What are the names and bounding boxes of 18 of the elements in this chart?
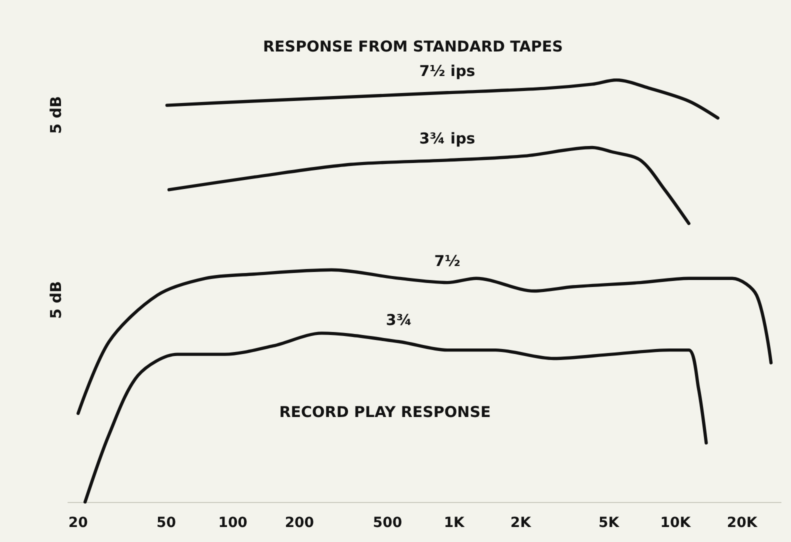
series-label: 7½ — [434, 252, 460, 270]
series-label: 3¾ — [386, 311, 412, 330]
text: 5 dB — [47, 96, 65, 134]
x-tick-label: 100 — [218, 515, 248, 531]
x-tick-label: 20 — [68, 515, 88, 531]
series-label: 7½ ips — [419, 62, 476, 80]
x-tick-label: 200 — [284, 515, 314, 531]
x-tick-label: 5K — [598, 515, 620, 531]
text: 5 dB — [47, 281, 65, 319]
series-label: 3¾ ips — [419, 130, 476, 148]
x-tick-label: 2K — [510, 515, 532, 531]
x-tick-label: 1K — [444, 515, 466, 531]
x-tick-label: 10K — [660, 515, 692, 531]
annotation: RECORD PLAY RESPONSE — [279, 403, 491, 421]
x-tick-label: 20K — [726, 515, 758, 531]
x-tick-label: 50 — [156, 515, 176, 531]
chart-title: RESPONSE FROM STANDARD TAPES — [263, 38, 563, 56]
x-tick-label: 500 — [372, 515, 402, 531]
